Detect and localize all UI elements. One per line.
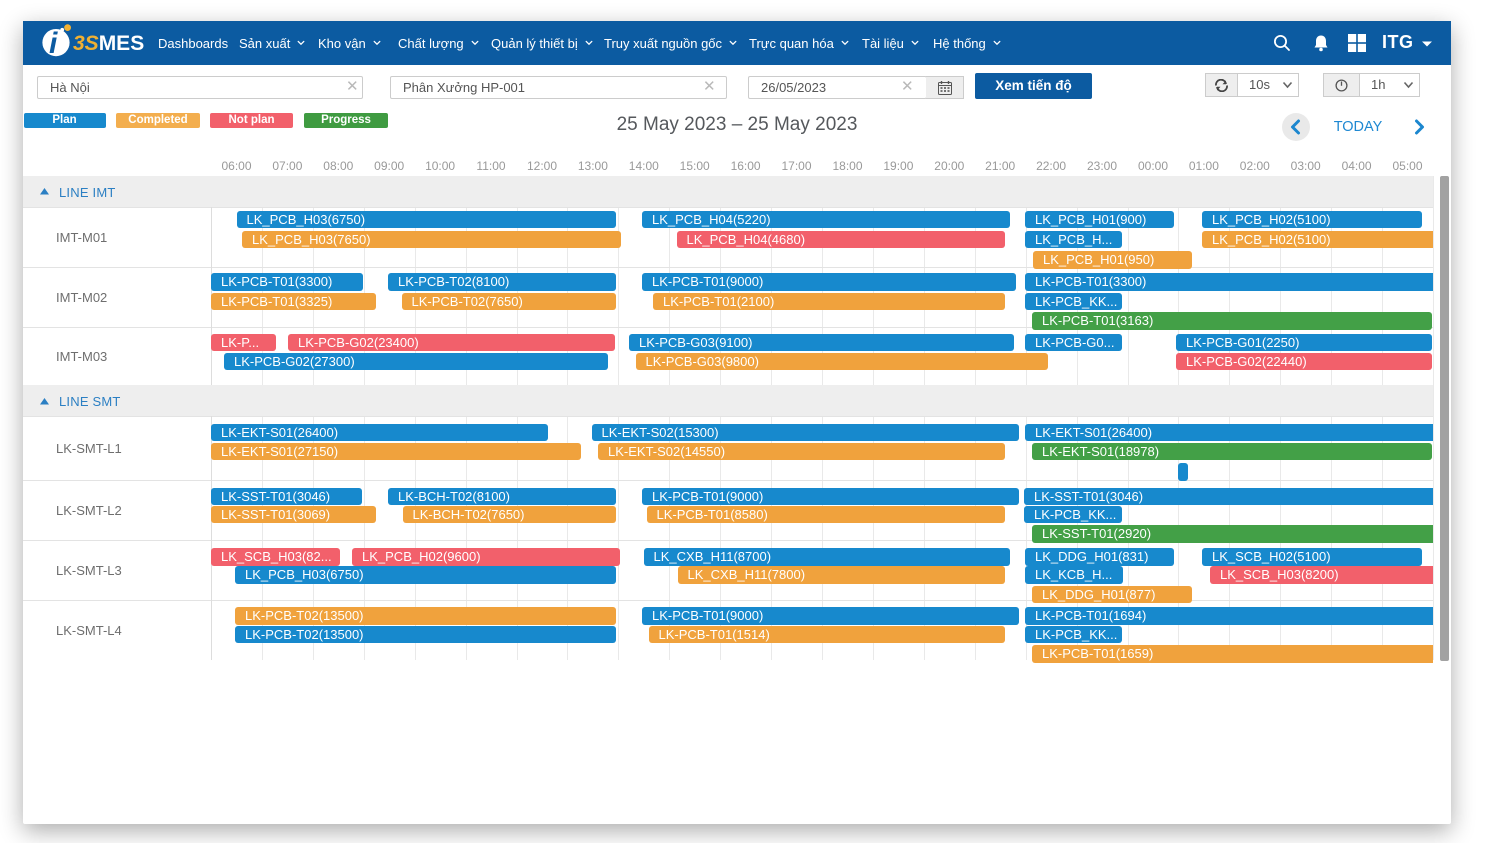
svg-text:i: i — [49, 27, 58, 60]
